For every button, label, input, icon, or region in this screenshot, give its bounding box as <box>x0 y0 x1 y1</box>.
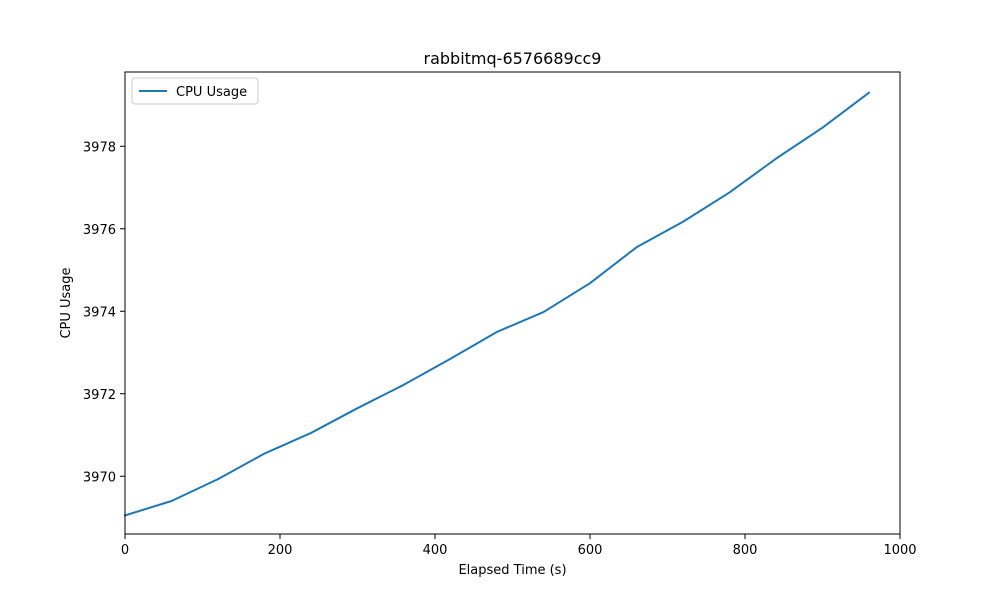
y-tick-label: 3978 <box>83 140 116 155</box>
x-axis-ticks: 0 200 400 600 800 1000 <box>121 534 917 558</box>
plot-area-frame <box>124 71 901 535</box>
y-tick-label: 3972 <box>83 388 116 403</box>
series-line-cpu-usage <box>123 91 871 517</box>
x-tick-label: 0 <box>121 543 129 558</box>
x-tick-label: 200 <box>268 543 293 558</box>
y-tick-label: 3976 <box>83 223 116 238</box>
legend-label-cpu-usage: CPU Usage <box>176 85 247 100</box>
y-tick-label: 3970 <box>83 470 116 485</box>
chart-title: rabbitmq-6576689cc9 <box>424 49 602 68</box>
legend: CPU Usage <box>131 77 259 105</box>
x-axis-label: Elapsed Time (s) <box>458 563 566 578</box>
x-tick-label: 600 <box>578 543 603 558</box>
series-layer <box>123 91 871 517</box>
x-tick-label: 400 <box>423 543 448 558</box>
y-tick-label: 3974 <box>83 305 116 320</box>
legend-box <box>131 77 259 105</box>
y-axis-ticks: 3970 3972 3974 3976 3978 <box>83 140 125 485</box>
x-tick-label: 1000 <box>883 543 916 558</box>
y-axis-label: CPU Usage <box>59 267 74 338</box>
x-tick-label: 800 <box>733 543 758 558</box>
